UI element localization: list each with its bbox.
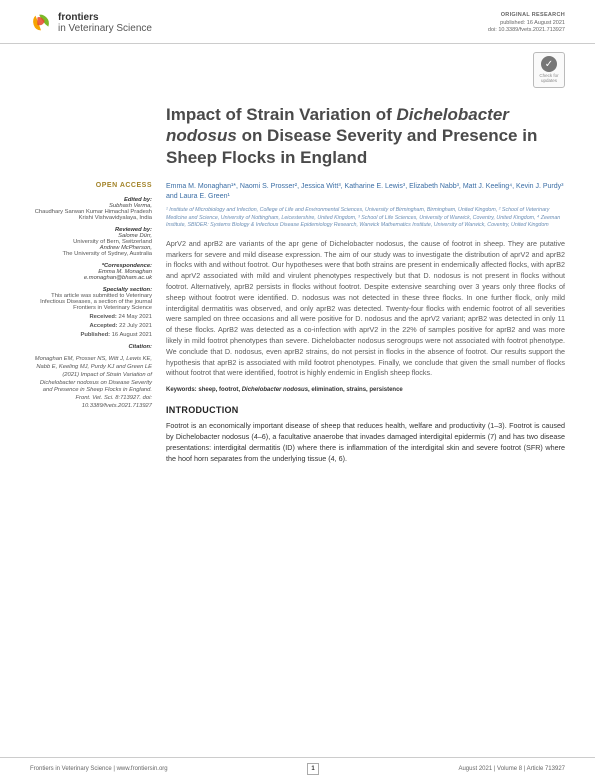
check-badge-text: Check forupdates: [539, 74, 558, 84]
doi-line[interactable]: doi: 10.3389/fvets.2021.713927: [488, 27, 565, 35]
citation-body: Monaghan EM, Prosser NS, Witt J, Lewis K…: [30, 356, 152, 411]
intro-heading: INTRODUCTION: [166, 405, 565, 415]
published-date-line: Published: 16 August 2021: [30, 332, 152, 338]
logo-line1: frontiers: [58, 12, 152, 23]
affiliations: ¹ Institute of Microbiology and Infectio…: [166, 207, 565, 228]
article-type: ORIGINAL RESEARCH: [488, 12, 565, 20]
logo-line2: in Veterinary Science: [58, 23, 152, 34]
sidebar: OPEN ACCESS Edited by: Subhash Verma, Ch…: [30, 104, 152, 464]
specialty-body: This article was submitted to Veterinary…: [30, 293, 152, 311]
intro-body: Footrot is an economically important dis…: [166, 421, 565, 464]
footer-left[interactable]: Frontiers in Veterinary Science | www.fr…: [30, 766, 168, 772]
keywords: Keywords: sheep, footrot, Dichelobacter …: [166, 387, 565, 393]
footer-right: August 2021 | Volume 8 | Article 713927: [458, 766, 565, 772]
article-title: Impact of Strain Variation of Dichelobac…: [166, 104, 565, 168]
header-meta: ORIGINAL RESEARCH published: 16 August 2…: [488, 12, 565, 35]
frontiers-logo-icon: [30, 12, 52, 34]
published-line: published: 16 August 2021: [488, 20, 565, 28]
main-columns: OPEN ACCESS Edited by: Subhash Verma, Ch…: [0, 104, 595, 464]
page-header: frontiers in Veterinary Science ORIGINAL…: [0, 0, 595, 44]
correspondence-email[interactable]: e.monaghan@bham.ac.uk: [30, 275, 152, 281]
received-line: Received: 24 May 2021: [30, 314, 152, 320]
journal-logo-text: frontiers in Veterinary Science: [58, 12, 152, 34]
page-number: 1: [307, 763, 319, 775]
article-content: Impact of Strain Variation of Dichelobac…: [166, 104, 565, 464]
editor-affil: Chaudhary Sarwan Kumar Himachal Pradesh …: [30, 209, 152, 221]
checkmark-icon: ✓: [541, 56, 557, 72]
open-access-label: OPEN ACCESS: [30, 182, 152, 189]
citation-label: Citation:: [30, 344, 152, 350]
authors-list: Emma M. Monaghan¹*, Naomi S. Prosser², J…: [166, 182, 565, 202]
check-for-updates-badge[interactable]: ✓ Check forupdates: [533, 52, 565, 88]
journal-logo: frontiers in Veterinary Science: [30, 12, 152, 34]
accepted-line: Accepted: 22 July 2021: [30, 323, 152, 329]
abstract: AprV2 and aprB2 are variants of the apr …: [166, 239, 565, 379]
page-footer: Frontiers in Veterinary Science | www.fr…: [0, 757, 595, 780]
reviewer2-affil: The University of Sydney, Australia: [30, 251, 152, 257]
